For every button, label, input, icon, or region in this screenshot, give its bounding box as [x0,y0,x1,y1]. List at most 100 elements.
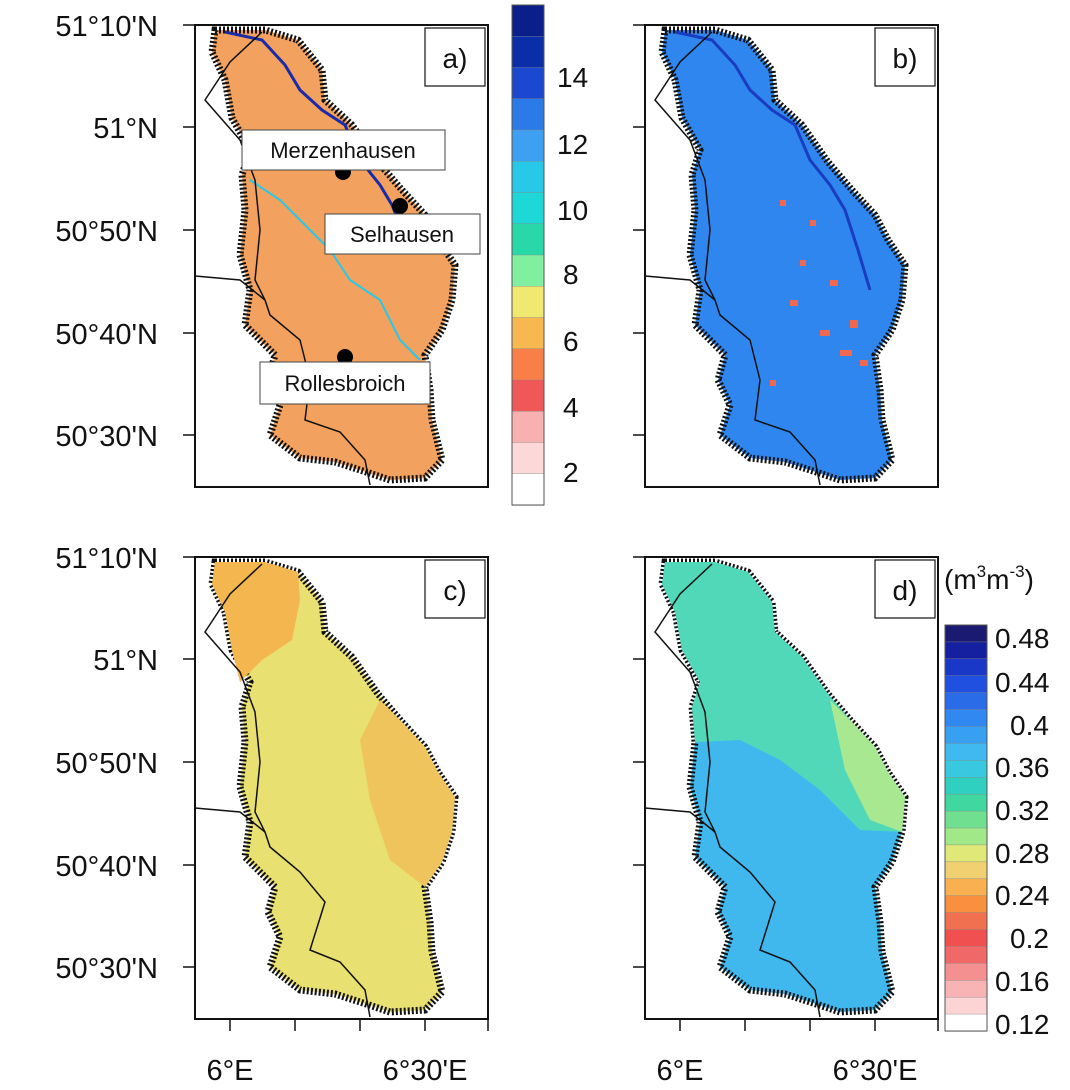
colorbar-2-label-6: 0.24 [995,880,1050,911]
tributary-a [249,179,421,361]
ytick-a-2: 50°50'N [55,216,158,248]
colorbar-2-swatch-20 [944,963,988,981]
colorbar-1-swatches [511,4,545,506]
colorbar-2-swatch-18 [944,929,988,948]
panel-b: b) [633,24,939,488]
panel-c: c) 51°10'N 51°N 50°50'N 50°40'N 50°30'N … [55,543,489,1087]
colorbar-2-label-9: 0.12 [995,1009,1050,1040]
panel-c-label: c) [443,575,466,606]
ytick-a-0: 51°10'N [55,11,158,43]
site-markers: Merzenhausen Selhausen Rollesbroich [241,129,481,405]
xticks-d: 6°E 6°30'E [656,1019,939,1087]
ytick-c-1: 51°N [93,645,158,677]
site-box-merzenhausen [241,129,446,171]
panel-a-labelbox [424,27,486,87]
colorbar-2-swatch-19 [944,946,988,964]
colorbar-2-swatch-16 [944,895,988,914]
colorbar-2-frame [944,624,988,1032]
yticks-a: 51°10'N 51°N 50°50'N 50°40'N 50°30'N [55,11,195,453]
colorbar-1-swatch-4 [511,129,545,162]
colorbar-1-label-1: 12 [557,129,588,160]
colorbar-1: 14 12 10 8 6 4 2 [511,4,588,506]
border-c2 [195,807,266,833]
colorbar-2-swatches [944,624,988,1032]
colorbar-2-swatch-6 [944,726,988,745]
panel-d: d) 6°E 6°30'E [633,556,939,1087]
colorbar-1-label-5: 4 [563,392,579,423]
ytick-c-3: 50°40'N [55,851,158,883]
yticks-d [633,556,645,968]
ytick-c-0: 51°10'N [55,543,158,575]
ytick-c-2: 50°50'N [55,748,158,780]
colorbar-2-swatch-2 [944,658,988,677]
colorbar-1-swatch-5 [511,161,545,194]
colorbar-2-label-1: 0.44 [995,667,1050,698]
xtick-c-0: 6°E [206,1055,253,1087]
site-dot-rollesbroich [337,349,353,365]
panel-a: a) Merzenhausen Selhausen Rollesbroich 5… [55,11,489,488]
colorbar-2-unit: (m3m-3) [944,562,1034,595]
site-label-rollesbroich: Rollesbroich [284,371,405,396]
colorbar-2-label-3: 0.36 [995,752,1050,783]
colorbar-1-swatch-11 [511,348,545,381]
zone-c-east [360,700,455,887]
colorbar-2-swatch-7 [944,743,988,761]
colorbar-2-swatch-9 [944,777,988,795]
border-a2 [195,275,266,301]
colorbar-1-swatch-0 [511,4,545,37]
colorbar-1-swatch-9 [511,286,545,319]
colorbar-2-label-4: 0.32 [995,795,1050,826]
site-dot-selhausen [392,198,408,214]
xticks-c: 6°E 6°30'E [206,1019,489,1087]
colorbar-2-swatch-22 [944,996,988,1015]
colorbar-1-swatch-10 [511,317,545,350]
yticks-b [633,24,645,436]
colorbar-2-swatch-13 [944,844,988,863]
ytick-a-4: 50°30'N [55,421,158,453]
colorbar-2-swatch-12 [944,827,988,846]
zone-c-orange [212,562,300,682]
zone-d-east [830,700,905,832]
panel-d-labelbox [874,559,936,619]
yticks-c: 51°10'N 51°N 50°50'N 50°40'N 50°30'N [55,543,195,985]
site-label-merzenhausen: Merzenhausen [270,138,416,163]
catchment-b [658,26,909,484]
river-a [224,30,402,226]
panel-d-label: d) [893,575,918,606]
colorbar-1-label-6: 2 [563,457,579,488]
colorbar-2-swatch-0 [944,624,988,643]
colorbar-1-swatch-3 [511,98,545,131]
colorbar-1-swatch-7 [511,223,545,256]
xtick-d-0: 6°E [656,1055,703,1087]
ytick-a-3: 50°40'N [55,319,158,351]
hotspots-b [770,200,868,386]
site-label-selhausen: Selhausen [350,222,454,247]
colorbar-2-label-8: 0.16 [995,966,1050,997]
colorbar-1-swatch-8 [511,254,545,287]
ytick-a-1: 51°N [93,113,158,145]
colorbar-1-label-0: 14 [557,62,588,93]
panel-b-labelbox [874,27,936,87]
border-d2 [645,807,716,833]
colorbar-2-swatch-17 [944,912,988,931]
colorbar-2-swatch-3 [944,675,988,694]
site-box-rollesbroich [259,361,431,405]
colorbar-2-swatch-10 [944,793,988,812]
colorbar-2-swatch-23 [944,1013,988,1032]
colorbar-1-label-2: 10 [557,195,588,226]
colorbar-2-swatch-4 [944,692,988,711]
xtick-c-1: 6°30'E [383,1055,468,1087]
colorbar-1-frame [511,4,545,506]
colorbar-2-swatch-11 [944,810,988,829]
ytick-c-4: 50°30'N [55,953,158,985]
river-b [674,30,872,291]
colorbar-1-label-4: 6 [563,326,579,357]
border-b2 [645,275,716,301]
site-box-selhausen [324,213,481,255]
colorbar-2: (m3m-3) 0.48 0.44 0.4 0.36 0.32 0.28 0.2… [944,562,1050,1040]
colorbar-1-swatch-13 [511,411,545,444]
colorbar-2-swatch-21 [944,980,988,998]
colorbar-2-swatch-14 [944,861,988,880]
colorbar-2-swatch-5 [944,709,988,728]
